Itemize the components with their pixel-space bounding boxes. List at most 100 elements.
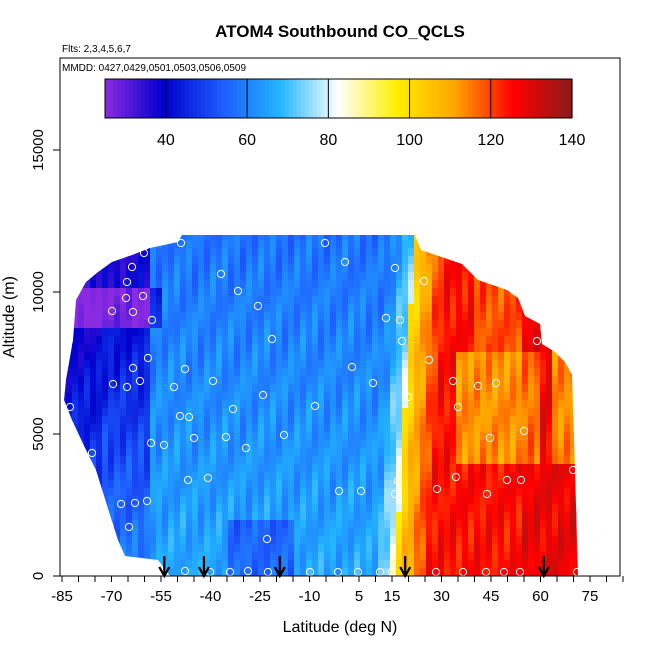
heatmap-cell [516, 248, 523, 257]
heatmap-cell [312, 336, 319, 345]
heatmap-cell [270, 264, 277, 273]
heatmap-cell [288, 392, 295, 401]
heatmap-cell [294, 568, 301, 576]
heatmap-cell [486, 368, 493, 377]
heatmap-cell [162, 512, 169, 521]
heatmap-cell [174, 464, 181, 473]
heatmap-cell [528, 520, 535, 529]
heatmap-cell [264, 304, 271, 313]
heatmap-cell [528, 464, 535, 473]
heatmap-cell [384, 368, 391, 377]
heatmap-cell [126, 408, 133, 417]
heatmap-cell [126, 248, 133, 257]
heatmap-cell [186, 432, 193, 441]
heatmap-cell [132, 392, 139, 401]
heatmap-cell [462, 240, 469, 249]
heatmap-field [60, 235, 582, 576]
heatmap-cell [294, 384, 301, 393]
heatmap-cell [276, 472, 283, 481]
heatmap-cell [426, 456, 433, 465]
heatmap-cell [474, 456, 481, 465]
heatmap-cell [114, 312, 121, 321]
heatmap-cell [426, 432, 433, 441]
heatmap-cell [462, 424, 469, 433]
heatmap-cell [564, 304, 571, 313]
heatmap-cell [84, 256, 91, 265]
colorbar-segment [416, 79, 421, 118]
heatmap-cell [90, 248, 97, 257]
sample-point [60, 409, 63, 417]
heatmap-cell [342, 440, 349, 449]
heatmap-cell [384, 424, 391, 433]
heatmap-cell [396, 424, 403, 433]
heatmap-cell [432, 240, 439, 249]
heatmap-cell [558, 336, 565, 345]
heatmap-cell [498, 392, 505, 401]
heatmap-cell [426, 235, 433, 241]
heatmap-cell [540, 304, 547, 313]
heatmap-cell [414, 512, 421, 521]
heatmap-cell [546, 504, 553, 513]
heatmap-cell [144, 272, 151, 281]
heatmap-cell [462, 568, 469, 576]
heatmap-cell [486, 440, 493, 449]
heatmap-cell [294, 344, 301, 353]
heatmap-cell [84, 360, 91, 369]
heatmap-cell [246, 256, 253, 265]
heatmap-cell [216, 552, 223, 561]
heatmap-cell [210, 280, 217, 289]
heatmap-cell [282, 472, 289, 481]
heatmap-cell [468, 384, 475, 393]
heatmap-cell [432, 296, 439, 305]
heatmap-cell [222, 544, 229, 553]
heatmap-cell [486, 296, 493, 305]
heatmap-cell [258, 488, 265, 497]
heatmap-cell [462, 272, 469, 281]
heatmap-cell [132, 528, 139, 537]
heatmap-cell [90, 504, 97, 513]
heatmap-cell [240, 400, 247, 409]
heatmap-cell [126, 360, 133, 369]
heatmap-cell [498, 424, 505, 433]
heatmap-cell [156, 320, 163, 329]
heatmap-cell [540, 440, 547, 449]
heatmap-cell [288, 536, 295, 545]
heatmap-cell [456, 384, 463, 393]
heatmap-cell [354, 392, 361, 401]
heatmap-cell [126, 496, 133, 505]
heatmap-cell [504, 440, 511, 449]
heatmap-cell [528, 552, 535, 561]
heatmap-cell [504, 344, 511, 353]
heatmap-cell [150, 296, 157, 305]
heatmap-cell [318, 496, 325, 505]
heatmap-cell [210, 464, 217, 473]
heatmap-cell [192, 235, 199, 241]
heatmap-cell [540, 376, 547, 385]
heatmap-cell [276, 296, 283, 305]
heatmap-cell [348, 440, 355, 449]
heatmap-cell [210, 544, 217, 553]
heatmap-cell [300, 248, 307, 257]
heatmap-cell [510, 288, 517, 297]
heatmap-cell [84, 536, 91, 545]
heatmap-cell [204, 456, 211, 465]
heatmap-cell [378, 472, 385, 481]
heatmap-cell [312, 235, 319, 241]
heatmap-cell [480, 344, 487, 353]
colorbar-segment [444, 79, 449, 118]
heatmap-cell [384, 320, 391, 329]
heatmap-cell [360, 560, 367, 569]
heatmap-cell [288, 408, 295, 417]
heatmap-cell [198, 456, 205, 465]
heatmap-cell [474, 384, 481, 393]
heatmap-cell [408, 488, 415, 497]
heatmap-cell [534, 504, 541, 513]
sample-point [175, 411, 185, 421]
heatmap-cell [78, 424, 85, 433]
heatmap-cell [162, 240, 169, 249]
heatmap-cell [180, 352, 187, 361]
heatmap-cell [300, 400, 307, 409]
heatmap-cell [210, 320, 217, 329]
heatmap-cell [186, 344, 193, 353]
heatmap-cell [348, 376, 355, 385]
